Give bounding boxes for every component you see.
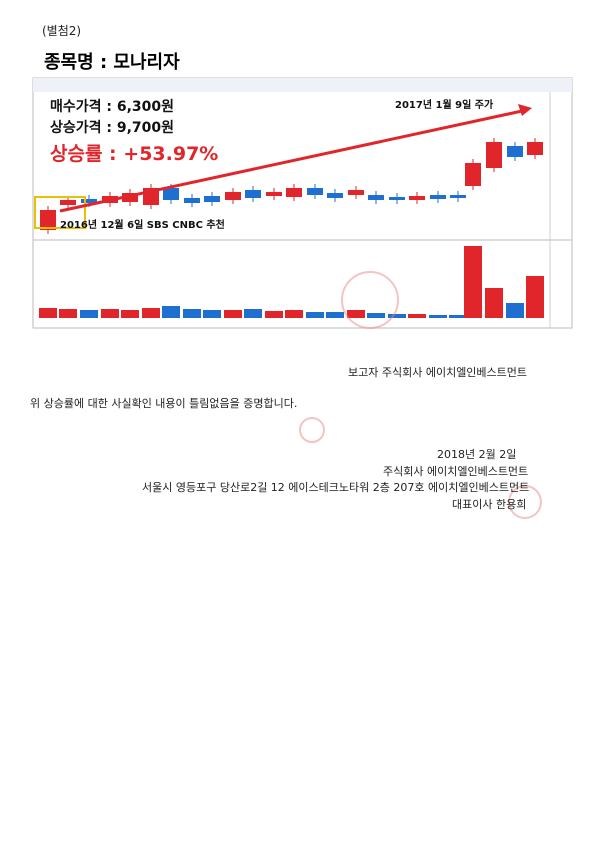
candle xyxy=(184,198,200,203)
volume-bar xyxy=(367,313,385,318)
rise-price: 상승가격 : 9,700원 xyxy=(50,120,175,136)
candle xyxy=(163,188,179,200)
end-label: 2017년 1월 9일 주가 xyxy=(395,100,494,111)
candle xyxy=(122,193,138,202)
volume-bar xyxy=(526,276,544,318)
volume-bar xyxy=(101,309,119,318)
candle xyxy=(486,142,502,168)
volume-bar xyxy=(121,310,139,318)
volume-bar xyxy=(80,310,98,318)
candle xyxy=(307,188,323,195)
attachment-label: (별첨2) xyxy=(42,24,82,38)
candle xyxy=(225,192,241,200)
candle xyxy=(465,163,481,186)
candle xyxy=(348,190,364,195)
stamp xyxy=(341,271,399,329)
reporter: 보고자 주식회사 에이치엘인베스트먼트 xyxy=(348,366,528,379)
seal xyxy=(508,485,542,519)
volume-bar xyxy=(485,288,503,318)
candle xyxy=(286,188,302,197)
candle xyxy=(430,195,446,199)
candle xyxy=(527,142,543,155)
candle xyxy=(409,196,425,200)
volume-bar xyxy=(224,310,242,318)
candle xyxy=(40,210,56,230)
rise-rate: 상승률 : +53.97% xyxy=(50,143,219,165)
toolbar xyxy=(33,78,572,92)
sign-address: 서울시 영등포구 당산로2길 12 에이스테크노타워 2층 207호 에이치엘인… xyxy=(142,481,530,494)
volume-bar xyxy=(285,310,303,318)
volume-bar xyxy=(265,311,283,318)
volume-bar xyxy=(408,314,426,318)
candle xyxy=(368,195,384,200)
volume-bar xyxy=(59,309,77,318)
arrow-head xyxy=(518,104,532,116)
candle xyxy=(507,146,523,157)
candle xyxy=(389,197,405,200)
buy-price: 매수가격 : 6,300원 xyxy=(50,99,175,115)
candle xyxy=(245,190,261,198)
volume-bar xyxy=(464,246,482,318)
volume-bar xyxy=(429,315,447,318)
candle xyxy=(327,193,343,198)
sign-company: 주식회사 에이치엘인베스트먼트 xyxy=(383,465,529,478)
volume-bar xyxy=(388,314,406,318)
highlight-box xyxy=(34,196,86,229)
volume-bar xyxy=(326,312,344,318)
volume-bar xyxy=(203,310,221,318)
volume-bar xyxy=(306,312,324,318)
volume-bar xyxy=(39,308,57,318)
trend-arrow xyxy=(59,109,523,213)
candle xyxy=(60,200,76,205)
certification: 위 상승률에 대한 사실확인 내용이 틀림없음을 증명합니다. xyxy=(30,397,298,410)
start-label: 2016년 12월 6일 SBS CNBC 추천 xyxy=(60,220,225,231)
volume-bar xyxy=(183,309,201,318)
volume-bar xyxy=(347,310,365,318)
sign-date: 2018년 2월 2일 xyxy=(437,448,517,461)
volume-bar xyxy=(162,306,180,318)
sign-ceo: 대표이사 한용희 xyxy=(452,498,527,511)
stamp xyxy=(299,417,325,443)
candle xyxy=(204,196,220,202)
candle xyxy=(450,195,466,198)
volume-bar xyxy=(244,309,262,318)
volume-bars xyxy=(39,246,544,318)
stock-title: 종목명 : 모나리자 xyxy=(44,52,180,73)
volume-bar xyxy=(142,308,160,318)
candle xyxy=(266,192,282,196)
volume-bar xyxy=(449,315,467,318)
volume-bar xyxy=(506,303,524,318)
candle xyxy=(81,199,97,203)
